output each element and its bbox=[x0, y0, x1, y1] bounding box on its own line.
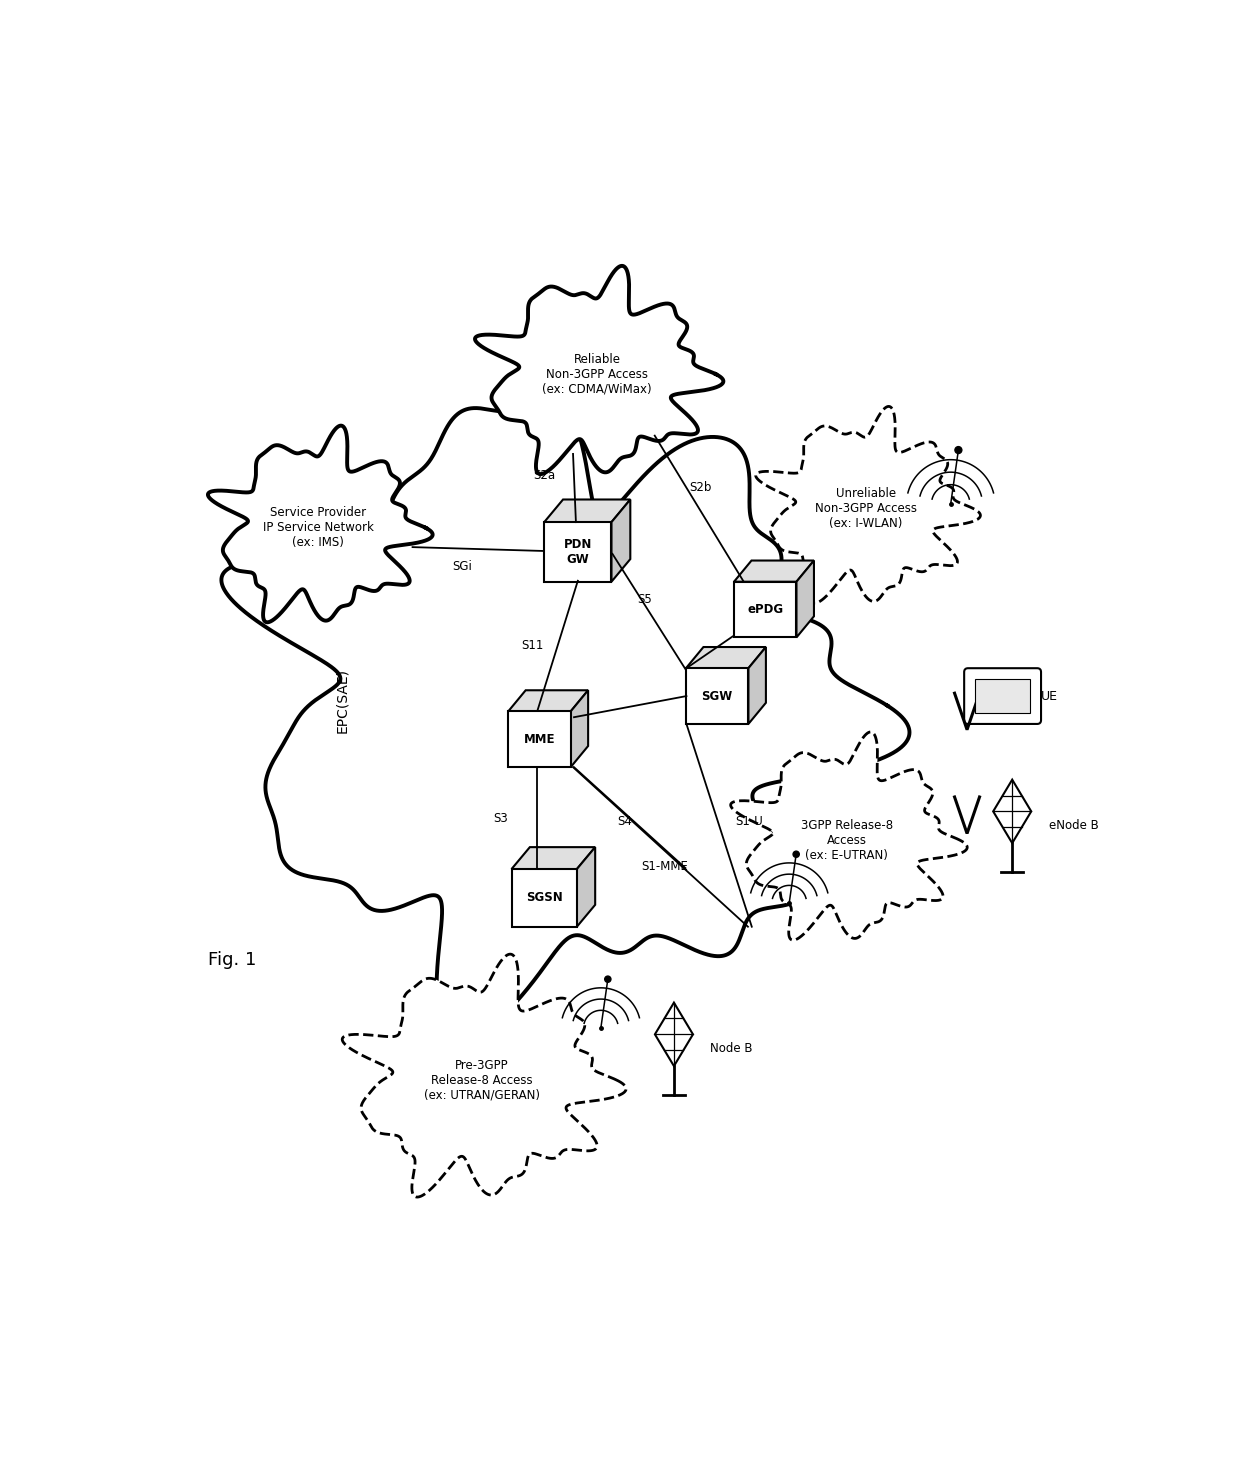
Polygon shape bbox=[570, 690, 588, 767]
Polygon shape bbox=[577, 848, 595, 927]
Polygon shape bbox=[611, 499, 630, 581]
Text: Reliable
Non-3GPP Access
(ex: CDMA/WiMax): Reliable Non-3GPP Access (ex: CDMA/WiMax… bbox=[542, 353, 652, 395]
Polygon shape bbox=[796, 561, 813, 637]
Polygon shape bbox=[730, 732, 967, 940]
Text: Unreliable
Non-3GPP Access
(ex: I-WLAN): Unreliable Non-3GPP Access (ex: I-WLAN) bbox=[815, 488, 918, 530]
Circle shape bbox=[605, 976, 611, 982]
Text: S4: S4 bbox=[618, 814, 632, 827]
Circle shape bbox=[955, 447, 962, 454]
Polygon shape bbox=[749, 647, 766, 723]
Text: MME: MME bbox=[523, 733, 556, 745]
Polygon shape bbox=[734, 581, 796, 637]
Text: S3: S3 bbox=[494, 811, 508, 824]
Polygon shape bbox=[993, 780, 1032, 843]
Polygon shape bbox=[512, 848, 595, 870]
Text: SGSN: SGSN bbox=[526, 892, 563, 905]
Text: Fig. 1: Fig. 1 bbox=[208, 952, 257, 969]
Text: S2a: S2a bbox=[533, 468, 556, 482]
Polygon shape bbox=[544, 523, 611, 581]
Text: S1-MME: S1-MME bbox=[641, 859, 688, 873]
FancyBboxPatch shape bbox=[965, 668, 1042, 723]
Text: S5: S5 bbox=[637, 593, 652, 606]
Text: 3GPP Release-8
Access
(ex: E-UTRAN): 3GPP Release-8 Access (ex: E-UTRAN) bbox=[801, 818, 893, 862]
Text: S1-U: S1-U bbox=[735, 814, 763, 827]
Text: Pre-3GPP
Release-8 Access
(ex: UTRAN/GERAN): Pre-3GPP Release-8 Access (ex: UTRAN/GER… bbox=[424, 1058, 539, 1102]
Text: EPC(SAE): EPC(SAE) bbox=[335, 669, 350, 733]
Text: ePDG: ePDG bbox=[748, 603, 784, 616]
Polygon shape bbox=[655, 1003, 693, 1066]
Text: Node B: Node B bbox=[711, 1042, 753, 1056]
Circle shape bbox=[794, 851, 800, 858]
Polygon shape bbox=[208, 426, 433, 622]
Text: eNode B: eNode B bbox=[1049, 820, 1099, 833]
Polygon shape bbox=[512, 870, 577, 927]
Text: UE: UE bbox=[1042, 690, 1058, 703]
Text: SGi: SGi bbox=[453, 559, 472, 572]
Polygon shape bbox=[686, 668, 749, 723]
Polygon shape bbox=[222, 394, 909, 1041]
Text: SGW: SGW bbox=[702, 690, 733, 703]
Polygon shape bbox=[342, 955, 626, 1198]
Polygon shape bbox=[508, 712, 570, 767]
Text: Service Provider
IP Service Network
(ex: IMS): Service Provider IP Service Network (ex:… bbox=[263, 507, 373, 549]
Text: S2b: S2b bbox=[689, 482, 712, 493]
Text: S11: S11 bbox=[522, 638, 544, 651]
Text: PDN
GW: PDN GW bbox=[564, 537, 591, 567]
Polygon shape bbox=[734, 561, 813, 581]
Polygon shape bbox=[686, 647, 766, 668]
Polygon shape bbox=[475, 266, 723, 474]
Polygon shape bbox=[544, 499, 630, 523]
Polygon shape bbox=[975, 679, 1030, 713]
Polygon shape bbox=[755, 407, 981, 603]
Polygon shape bbox=[508, 690, 588, 712]
